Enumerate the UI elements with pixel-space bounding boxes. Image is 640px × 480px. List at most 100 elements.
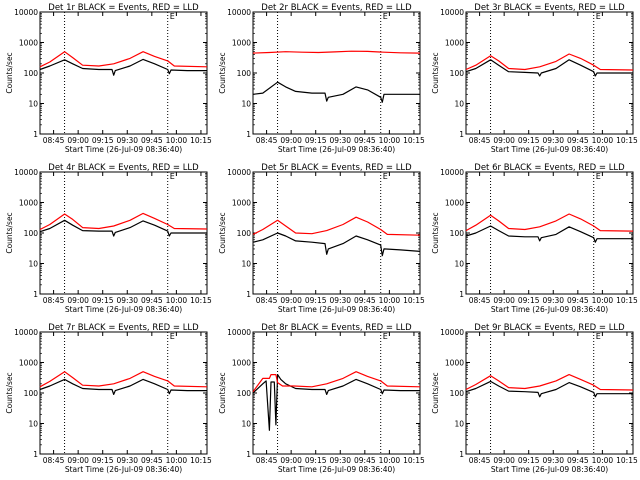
y-tick-label: 100 <box>450 229 465 238</box>
series-events <box>39 378 207 395</box>
y-tick-label: 100 <box>450 389 465 398</box>
x-tick-label: 09:30 <box>329 136 351 145</box>
y-tick-label: 100 <box>24 69 39 78</box>
x-tick-label: 10:00 <box>379 456 401 465</box>
x-tick-label: 09:30 <box>542 456 564 465</box>
y-tick-label: 10000 <box>14 168 38 177</box>
x-tick-label: 09:15 <box>305 296 327 305</box>
x-tick-label: 10:15 <box>616 296 638 305</box>
y-tick-label: 1 <box>459 450 464 459</box>
y-tick-label: 10000 <box>227 8 251 17</box>
x-axis-label: Start Time (26-Jul-09 08:36:40) <box>278 305 395 314</box>
y-tick-label: 1000 <box>19 199 38 208</box>
x-tick-label: 10:00 <box>166 456 188 465</box>
panel-title: Det 5r BLACK = Events, RED = LLD <box>261 163 412 173</box>
y-tick-label: 10 <box>241 420 251 429</box>
x-tick-label: 10:15 <box>403 296 425 305</box>
y-tick-label: 1000 <box>445 39 464 48</box>
x-tick-label: 08:45 <box>43 456 65 465</box>
x-tick-label: 10:15 <box>403 456 425 465</box>
panel-det-1: Det 1r BLACK = Events, RED = LLD 1 10 100 10… <box>5 3 212 154</box>
e-marker: E <box>170 332 175 341</box>
x-tick-label: 09:15 <box>518 296 540 305</box>
series-lld <box>465 374 634 391</box>
series-lld <box>39 212 208 231</box>
x-tick-label: 10:15 <box>403 136 425 145</box>
x-axis-label: Start Time (26-Jul-09 08:36:40) <box>65 145 182 154</box>
x-tick-label: 10:15 <box>616 136 638 145</box>
panel-det-7: Det 7r BLACK = Events, RED = LLD 1 10 100 10… <box>5 323 212 474</box>
x-tick-label: 09:45 <box>354 456 376 465</box>
x-tick-label: 08:45 <box>256 296 278 305</box>
y-tick-label: 1 <box>459 130 464 139</box>
x-tick-label: 08:45 <box>43 136 65 145</box>
y-tick-label: 10000 <box>14 328 38 337</box>
series-events <box>252 81 420 103</box>
x-tick-label: 09:45 <box>354 136 376 145</box>
y-tick-label: 10 <box>28 420 38 429</box>
panel-det-6: Det 6r BLACK = Events, RED = LLD 1 10 100 10… <box>431 163 638 314</box>
x-tick-label: 10:00 <box>592 296 614 305</box>
y-tick-label: 100 <box>237 389 252 398</box>
e-marker: E <box>170 12 175 21</box>
panel-det-4: Det 4r BLACK = Events, RED = LLD 1 10 100 10… <box>5 163 212 314</box>
x-tick-label: 09:15 <box>92 136 114 145</box>
x-tick-label: 09:00 <box>67 456 89 465</box>
x-tick-label: 09:30 <box>116 136 138 145</box>
y-tick-label: 10 <box>28 100 38 109</box>
x-axis-label: Start Time (26-Jul-09 08:36:40) <box>491 305 608 314</box>
x-tick-label: 09:00 <box>67 136 89 145</box>
panel-det-3: Det 3r BLACK = Events, RED = LLD 1 10 100 10… <box>431 3 638 154</box>
y-tick-label: 100 <box>450 69 465 78</box>
series-lld <box>252 50 421 54</box>
y-axis-label: Counts/sec <box>218 372 227 413</box>
series-lld <box>252 216 421 236</box>
x-tick-label: 08:45 <box>469 296 491 305</box>
x-tick-label: 08:45 <box>256 456 278 465</box>
series-events <box>39 58 207 76</box>
x-tick-label: 10:15 <box>616 456 638 465</box>
y-tick-label: 1000 <box>445 199 464 208</box>
series-lld <box>252 371 421 393</box>
x-tick-label: 09:45 <box>354 296 376 305</box>
y-tick-label: 1 <box>246 450 251 459</box>
panel-det-9: Det 9r BLACK = Events, RED = LLD 1 10 100 10… <box>431 323 638 474</box>
x-tick-label: 10:15 <box>190 456 212 465</box>
e-marker: E <box>596 12 601 21</box>
x-tick-label: 08:45 <box>43 296 65 305</box>
x-axis-label: Start Time (26-Jul-09 08:36:40) <box>491 145 608 154</box>
series-events <box>465 380 633 398</box>
x-tick-label: 09:15 <box>518 136 540 145</box>
x-tick-label: 09:45 <box>567 296 589 305</box>
x-axis-label: Start Time (26-Jul-09 08:36:40) <box>278 145 395 154</box>
series-lld <box>465 53 634 71</box>
y-tick-label: 10 <box>454 260 464 269</box>
x-tick-label: 09:30 <box>329 296 351 305</box>
y-axis-label: Counts/sec <box>218 52 227 93</box>
e-marker: E <box>596 332 601 341</box>
y-tick-label: 10 <box>28 260 38 269</box>
panel-title: Det 6r BLACK = Events, RED = LLD <box>474 163 625 173</box>
e-marker: E <box>596 172 601 181</box>
y-tick-label: 10 <box>241 100 251 109</box>
y-tick-label: 1 <box>33 290 38 299</box>
panel-title: Det 7r BLACK = Events, RED = LLD <box>48 323 199 333</box>
x-tick-label: 10:00 <box>166 136 188 145</box>
panel-title: Det 4r BLACK = Events, RED = LLD <box>48 163 199 173</box>
panel-title: Det 1r BLACK = Events, RED = LLD <box>48 3 199 13</box>
e-marker: E <box>383 332 388 341</box>
series-lld <box>39 51 208 68</box>
series-events <box>252 232 421 257</box>
x-tick-label: 10:00 <box>379 136 401 145</box>
y-tick-label: 10000 <box>14 8 38 17</box>
y-axis-label: Counts/sec <box>431 52 440 93</box>
x-tick-label: 09:30 <box>116 456 138 465</box>
y-tick-label: 10 <box>454 420 464 429</box>
y-tick-label: 1000 <box>445 359 464 368</box>
x-tick-label: 08:45 <box>256 136 278 145</box>
x-tick-label: 09:00 <box>280 456 302 465</box>
y-tick-label: 100 <box>237 229 252 238</box>
series-events <box>465 225 633 243</box>
x-tick-label: 10:00 <box>379 296 401 305</box>
y-tick-label: 100 <box>237 69 252 78</box>
